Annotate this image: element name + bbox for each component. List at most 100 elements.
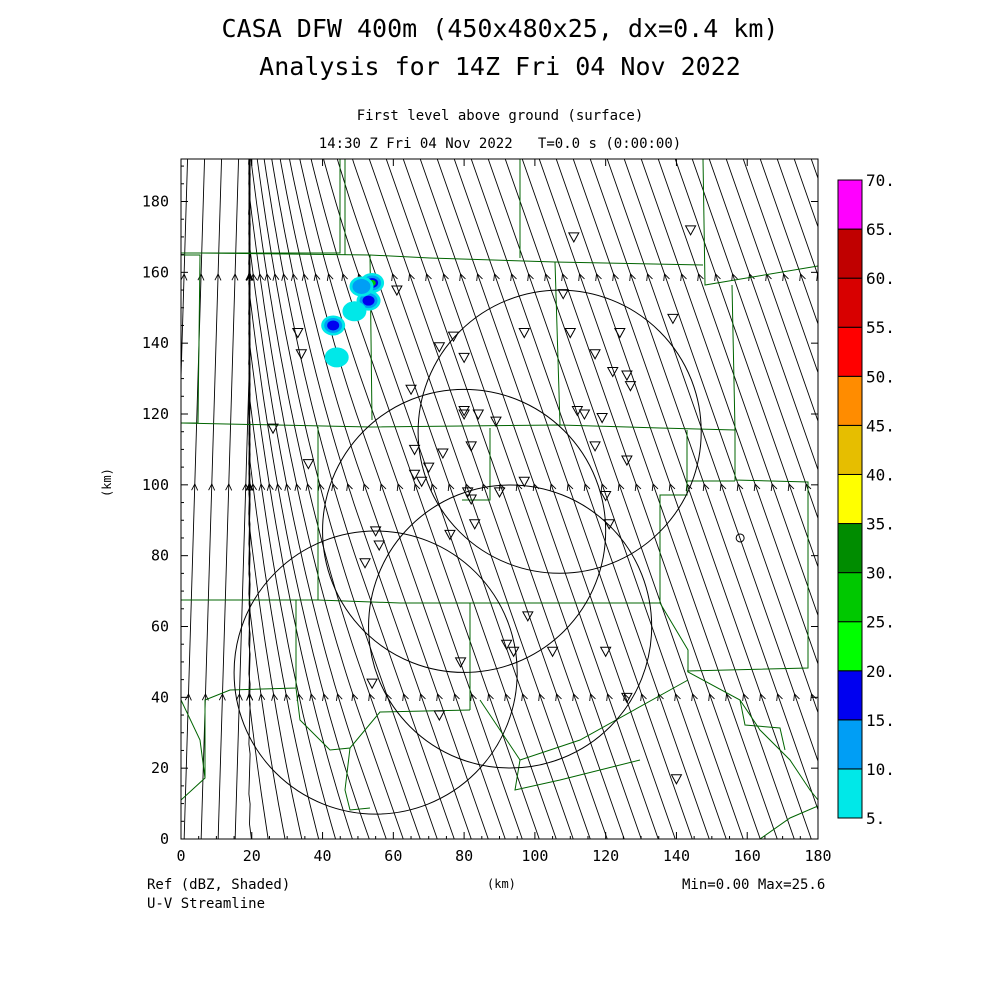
streamline	[725, 159, 818, 423]
station-triangle-marker	[493, 487, 506, 498]
colorbar-label: 40.	[866, 465, 895, 484]
colorbar-swatch	[837, 670, 863, 721]
colorbar-swatch	[837, 228, 863, 279]
colorbar-label: 65.	[866, 220, 895, 239]
station-triangle-marker	[369, 526, 382, 537]
x-tick-label: 140	[663, 847, 690, 865]
streamline-arrowhead	[549, 483, 557, 492]
streamline	[248, 159, 387, 839]
streamline	[657, 159, 818, 617]
streamline-arrowhead	[487, 693, 494, 702]
streamline-arrowhead	[725, 693, 732, 702]
streamline-arrowhead	[301, 272, 309, 281]
station-triangle-marker	[490, 416, 502, 428]
x-tick-label: 20	[243, 847, 261, 865]
streamline-arrowhead	[770, 483, 778, 492]
streamline	[217, 159, 240, 839]
y-tick-label: 160	[142, 263, 169, 281]
streamline-arrowhead	[379, 483, 387, 492]
station-triangle-marker	[468, 519, 481, 530]
streamline-arrowhead	[572, 693, 579, 702]
streamline-arrowhead	[527, 273, 534, 282]
station-triangle-marker	[461, 487, 474, 498]
colorbar-swatch	[837, 375, 863, 426]
radar-range-ring	[322, 388, 607, 673]
streamline-arrowhead	[208, 482, 216, 491]
streamline-arrowhead	[346, 483, 353, 491]
colorbar-label: 35.	[866, 515, 895, 534]
streamline-arrowhead	[691, 693, 698, 702]
streamline-arrowhead	[600, 483, 608, 492]
station-triangle-marker	[507, 646, 520, 658]
station-triangle-marker	[465, 441, 478, 452]
station-triangle-marker	[302, 459, 315, 470]
reflectivity-echo	[352, 279, 371, 294]
streamline-arrowhead	[264, 272, 272, 281]
x-tick-label: 60	[384, 847, 402, 865]
radar-site-marker	[735, 533, 745, 543]
streamline	[181, 159, 189, 393]
streamline	[248, 159, 353, 839]
level-subtitle: First level above ground (surface)	[356, 108, 644, 124]
colorbar-swatch	[837, 473, 863, 525]
station-triangle-marker	[422, 462, 435, 474]
y-tick-label: 180	[142, 193, 169, 211]
axes-layer: 0 20 40 60 80 100 120 140 160 180 0 20 40 60 80 100 120 1…	[142, 159, 832, 865]
station-triangle-marker	[599, 490, 612, 502]
streamline	[271, 159, 472, 839]
streamline-arrowhead	[331, 483, 338, 491]
plot-title-line-1: CASA DFW 400m (450x480x25, dx=0.4 km)	[221, 14, 779, 43]
station-triangle-marker	[589, 349, 601, 360]
colorbar-swatch	[837, 768, 863, 819]
streamline-arrowhead	[498, 483, 506, 492]
colorbar-swatch	[837, 572, 863, 623]
county-line	[344, 747, 371, 811]
y-tick-label: 140	[142, 334, 169, 352]
streamline-arrowhead	[623, 693, 630, 702]
streamline-arrowhead	[759, 693, 766, 702]
county-line	[181, 422, 736, 431]
streamline-arrowhead	[702, 483, 710, 492]
streamline-arrowhead	[822, 484, 828, 491]
streamline	[368, 159, 608, 839]
station-triangle-marker	[465, 494, 478, 506]
streamline-arrowhead	[561, 273, 568, 282]
streamline-arrowhead	[197, 272, 205, 281]
streamline-arrowhead	[873, 484, 879, 491]
streamline-arrowhead	[879, 694, 885, 701]
county-line	[514, 679, 689, 791]
streamline-arrowhead	[776, 693, 783, 702]
colorbar-swatch	[837, 719, 863, 770]
streamline-arrowhead	[294, 482, 302, 491]
county-line	[739, 699, 786, 751]
colorbar-label: 20.	[866, 662, 895, 681]
x-tick-label: 100	[521, 847, 548, 865]
streamline	[234, 159, 251, 839]
station-triangle-marker	[578, 409, 591, 421]
station-triangle-marker	[415, 476, 428, 488]
streamline-arrowhead	[566, 483, 574, 492]
station-triangle-marker	[408, 444, 421, 456]
streamline-arrowhead	[391, 273, 398, 282]
streamline-arrowhead	[305, 482, 313, 491]
county-line	[369, 254, 704, 266]
streamline-arrowhead	[258, 482, 266, 491]
streamline	[538, 159, 778, 839]
streamline-arrowhead	[646, 273, 653, 282]
county-line	[479, 699, 521, 761]
streamline-arrowhead	[272, 272, 280, 281]
streamline-arrowhead	[476, 273, 483, 282]
streamline-arrowhead	[447, 483, 455, 492]
station-triangle-marker	[405, 384, 417, 396]
reflectivity-echo	[324, 347, 349, 368]
streamline-arrowhead	[214, 272, 222, 281]
streamline-arrowhead	[510, 273, 517, 282]
x-tick-label: 40	[314, 847, 332, 865]
streamline-arrowhead	[793, 693, 800, 702]
streamline	[256, 159, 438, 839]
station-triangle-marker	[472, 409, 485, 421]
station-triangle-marker	[458, 352, 470, 364]
county-line	[204, 600, 297, 778]
station-triangle-marker	[444, 529, 456, 541]
streamline-arrowhead	[521, 693, 528, 702]
